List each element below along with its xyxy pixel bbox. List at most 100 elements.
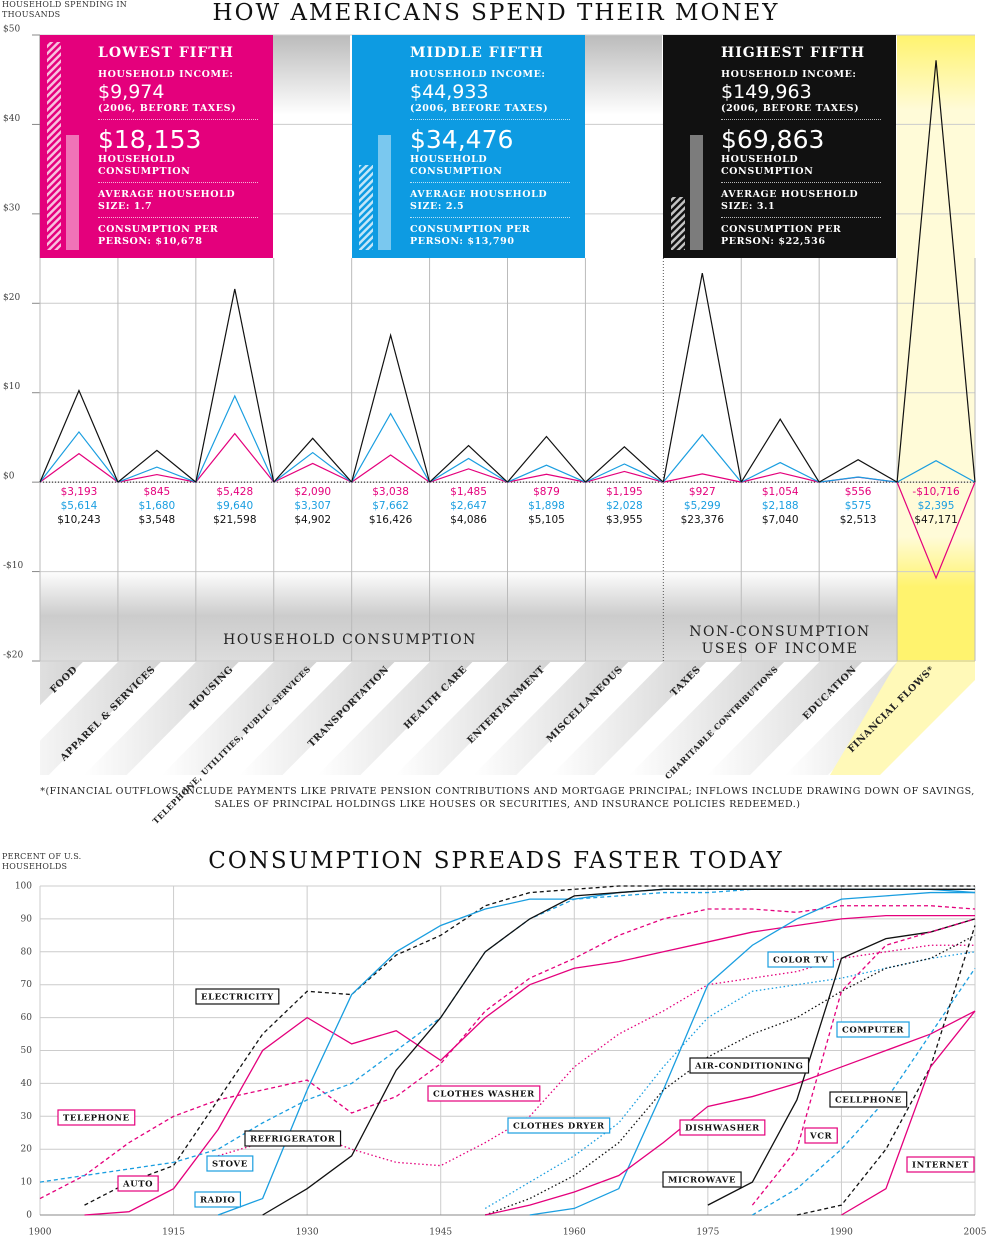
series-label: DISHWASHER bbox=[685, 1124, 760, 1134]
panel-title: LOWEST FIFTH bbox=[98, 45, 234, 61]
stripe bbox=[40, 662, 83, 706]
series-line bbox=[84, 885, 975, 1206]
stripe bbox=[551, 662, 707, 775]
line-peak bbox=[117, 449, 197, 483]
group-label: NON-CONSUMPTION USES OF INCOME bbox=[689, 624, 871, 657]
series-line bbox=[262, 888, 975, 1216]
series-label: AUTO bbox=[122, 1180, 153, 1190]
line-peak bbox=[585, 463, 664, 483]
line-peak bbox=[740, 461, 820, 483]
label-box bbox=[767, 951, 834, 968]
y-tick-label: $30 bbox=[3, 203, 20, 213]
line-peak bbox=[195, 432, 275, 483]
yellow-stripe bbox=[830, 662, 975, 775]
value-label: $5,299 bbox=[684, 500, 721, 512]
panel-title: MIDDLE FIFTH bbox=[410, 45, 544, 61]
line-peak bbox=[351, 332, 431, 483]
income: $44,933 bbox=[410, 81, 489, 103]
y-tick-label: -$10 bbox=[3, 561, 23, 571]
line-peak bbox=[819, 476, 898, 483]
line-peak bbox=[662, 433, 742, 483]
financial-column bbox=[897, 35, 975, 662]
footnote: *(FINANCIAL OUTFLOWS INCLUDE PAYMENTS LI… bbox=[40, 786, 975, 810]
label-box bbox=[507, 1117, 611, 1134]
value-label: $845 bbox=[144, 486, 171, 498]
y-tick-label: 60 bbox=[21, 1013, 33, 1023]
line-peak bbox=[741, 472, 820, 483]
series-line bbox=[841, 1010, 976, 1216]
value-label: $2,647 bbox=[450, 500, 487, 512]
value-label: $5,614 bbox=[61, 500, 98, 512]
y-tick-label: 20 bbox=[21, 1145, 33, 1155]
line-peak bbox=[117, 473, 196, 483]
line-peak bbox=[507, 464, 586, 483]
y-tick-label: $40 bbox=[3, 114, 20, 124]
value-label: $2,090 bbox=[294, 486, 331, 498]
value-label: $21,598 bbox=[213, 514, 256, 526]
stripe bbox=[707, 662, 863, 775]
line-peak bbox=[429, 468, 508, 483]
label-box bbox=[662, 1171, 742, 1188]
value-label: $3,193 bbox=[61, 486, 98, 498]
line-peak bbox=[117, 466, 197, 483]
value-label: $1,898 bbox=[528, 500, 565, 512]
panel-title: HIGHEST FIFTH bbox=[721, 45, 866, 61]
series-line bbox=[39, 905, 976, 1200]
line-peak bbox=[585, 445, 664, 483]
series-label: AIR-CONDITIONING bbox=[694, 1062, 804, 1072]
y-tick-label: 80 bbox=[21, 947, 33, 957]
x-tick-label: 1990 bbox=[830, 1228, 853, 1238]
value-label: $556 bbox=[845, 486, 872, 498]
value-label: $4,902 bbox=[294, 514, 331, 526]
series-line bbox=[484, 951, 976, 1209]
consumption-label: HOUSEHOLD CONSUMPTION bbox=[410, 154, 503, 177]
panel: HIGHEST FIFTH HOUSEHOLD INCOME: $149,963… bbox=[663, 35, 896, 258]
line-peak bbox=[195, 288, 275, 483]
income-label: HOUSEHOLD INCOME: bbox=[98, 69, 234, 80]
value-label: $2,188 bbox=[762, 500, 799, 512]
y-tick-label: $10 bbox=[3, 382, 20, 392]
series-line bbox=[485, 1010, 976, 1216]
value-label: $1,485 bbox=[450, 486, 487, 498]
series-line bbox=[485, 934, 976, 1216]
value-label: $575 bbox=[845, 500, 872, 512]
value-label: $3,548 bbox=[139, 514, 176, 526]
income-label: HOUSEHOLD INCOME: bbox=[721, 69, 857, 80]
series-line bbox=[796, 925, 976, 1216]
stripe bbox=[161, 662, 317, 775]
line-peak bbox=[896, 60, 976, 483]
y-tick-label: 0 bbox=[26, 1211, 32, 1221]
label-box bbox=[57, 1109, 136, 1126]
consumption: $69,863 bbox=[721, 125, 825, 154]
y-tick-label: $20 bbox=[3, 293, 20, 303]
household-size: AVERAGE HOUSEHOLD SIZE: 3.1 bbox=[721, 189, 859, 212]
per-person: CONSUMPTION PER PERSON: $10,678 bbox=[98, 224, 219, 247]
series-label: TELEPHONE bbox=[63, 1114, 130, 1124]
stripe bbox=[317, 662, 473, 775]
stripe bbox=[629, 662, 785, 775]
value-label: $3,955 bbox=[606, 514, 643, 526]
y-tick-label: 50 bbox=[21, 1046, 33, 1056]
series-line bbox=[752, 967, 976, 1216]
line-peak bbox=[740, 418, 820, 483]
series-label: COMPUTER bbox=[842, 1026, 904, 1036]
line-peak bbox=[818, 458, 898, 483]
line-peak bbox=[585, 470, 664, 483]
value-label: $2,513 bbox=[840, 514, 877, 526]
series-label: CELLPHONE bbox=[835, 1096, 902, 1106]
series-line bbox=[751, 918, 976, 1206]
line-peak bbox=[273, 437, 353, 483]
panel: MIDDLE FIFTH HOUSEHOLD INCOME: $44,933 (… bbox=[352, 35, 585, 258]
y-tick-label: 70 bbox=[21, 980, 33, 990]
line-peak bbox=[896, 481, 976, 580]
x-tick-label: 1915 bbox=[162, 1228, 185, 1238]
label-box bbox=[195, 988, 280, 1005]
series-line bbox=[217, 888, 976, 1216]
series-label: CLOTHES DRYER bbox=[513, 1122, 605, 1132]
stripe bbox=[473, 662, 629, 775]
value-label: $4,086 bbox=[450, 514, 487, 526]
label-box bbox=[829, 1091, 908, 1108]
stripe bbox=[239, 662, 395, 775]
series-label: COLOR TV bbox=[773, 956, 828, 966]
label-box bbox=[836, 1021, 910, 1038]
